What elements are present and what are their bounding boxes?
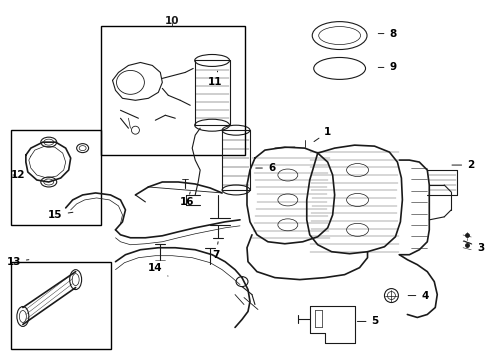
Text: 13: 13 (6, 257, 29, 267)
Bar (100, 26, 245, 155)
Text: 11: 11 (208, 71, 222, 87)
Text: 8: 8 (378, 28, 397, 39)
Text: 16: 16 (180, 192, 195, 207)
Text: 4: 4 (408, 291, 429, 301)
Bar (11, 130, 100, 225)
Text: 10: 10 (165, 15, 179, 26)
Text: 5: 5 (357, 316, 379, 327)
Text: 12: 12 (11, 170, 25, 180)
Text: 1: 1 (314, 127, 331, 141)
Text: 2: 2 (452, 160, 474, 170)
Text: 15: 15 (48, 210, 73, 220)
Bar (11, 262, 111, 349)
Text: 9: 9 (378, 62, 396, 72)
Text: 7: 7 (212, 242, 220, 260)
Text: 14: 14 (148, 263, 168, 276)
Text: 3: 3 (464, 241, 484, 253)
Text: 6: 6 (256, 163, 275, 173)
